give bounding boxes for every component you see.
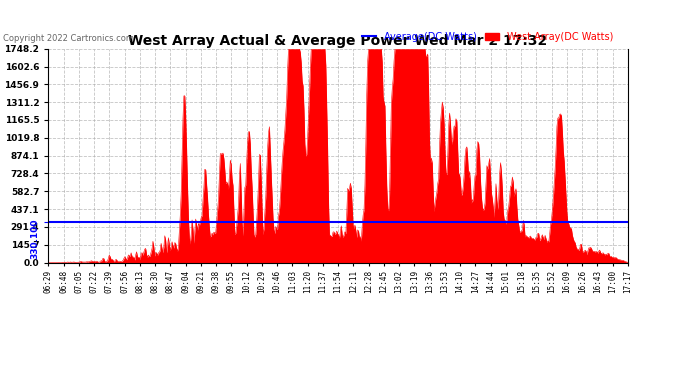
Title: West Array Actual & Average Power Wed Mar 2 17:32: West Array Actual & Average Power Wed Ma… (128, 34, 548, 48)
Legend: Average(DC Watts), West Array(DC Watts): Average(DC Watts), West Array(DC Watts) (357, 28, 618, 46)
Text: Copyright 2022 Cartronics.com: Copyright 2022 Cartronics.com (3, 34, 135, 43)
